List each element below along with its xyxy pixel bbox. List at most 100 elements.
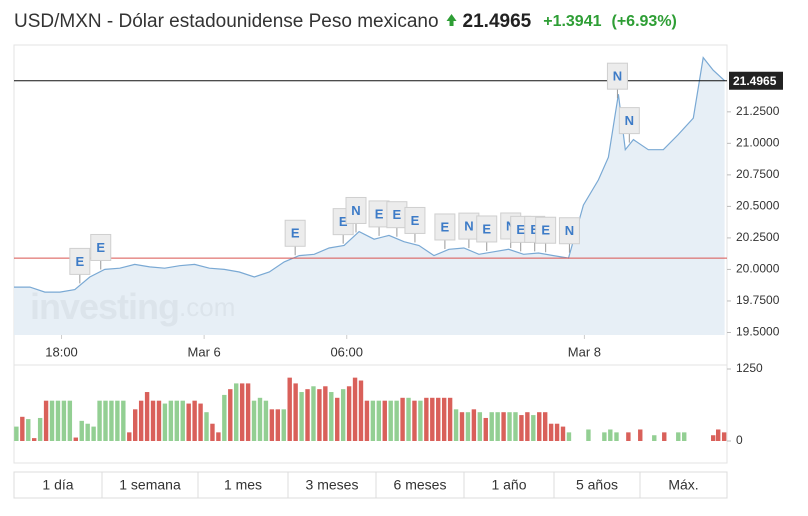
price: 21.4965 — [463, 11, 532, 32]
event-label: E — [291, 226, 300, 241]
volume-bar — [465, 412, 471, 441]
volume-bar — [531, 415, 536, 441]
volume-bar — [329, 392, 334, 441]
volume-bar — [144, 392, 150, 441]
event-label: N — [625, 113, 634, 128]
event-marker: E — [69, 247, 91, 284]
volume-bar — [682, 432, 687, 441]
range-button-label: 1 año — [491, 477, 526, 493]
volume-bar — [441, 397, 447, 441]
price-badge-label: 21.4965 — [733, 74, 777, 88]
volume-bar — [652, 435, 657, 441]
price-badge — [729, 71, 783, 90]
volume-bar — [358, 380, 364, 441]
range-button-label: 1 día — [42, 477, 73, 493]
event-label: E — [482, 221, 491, 236]
event-marker: E — [284, 219, 306, 256]
range-button-box — [375, 471, 465, 499]
range-button-label: Máx. — [668, 477, 698, 493]
event-label: E — [96, 240, 105, 255]
volume-bar — [156, 400, 162, 441]
range-button[interactable]: 3 meses — [287, 471, 377, 499]
volume-bar — [55, 400, 61, 441]
range-button[interactable]: 1 día — [13, 471, 103, 499]
volume-bar — [311, 386, 316, 441]
range-button-box — [197, 471, 289, 499]
range-button-label: 1 semana — [119, 477, 181, 493]
volume-bar — [109, 400, 114, 441]
range-button-box — [101, 471, 199, 499]
volume-bar — [127, 432, 132, 441]
volume-bar — [483, 417, 488, 441]
volume-bar — [305, 389, 310, 441]
event-box — [345, 196, 367, 224]
volume-bar — [412, 400, 417, 441]
volume-bar — [79, 420, 84, 441]
range-button[interactable]: 5 años — [553, 471, 641, 499]
volume-bar — [447, 397, 453, 441]
event-marker: N — [345, 196, 367, 233]
range-button[interactable]: 1 semana — [101, 471, 199, 499]
volume-bar — [37, 417, 43, 441]
event-label: N — [351, 203, 360, 218]
volume-bar — [216, 432, 221, 441]
y-tick-label: 20.2500 — [736, 230, 780, 244]
x-tick-label: 18:00 — [45, 344, 78, 359]
volume-bar — [626, 432, 631, 441]
event-box — [476, 215, 498, 243]
volume-bar — [61, 400, 67, 441]
area-fill — [14, 57, 725, 335]
volume-bar — [228, 389, 233, 441]
event-label: E — [441, 219, 450, 234]
event-label: E — [411, 213, 420, 228]
y-tick-label: 20.7500 — [736, 167, 780, 181]
volume-bar — [430, 397, 435, 441]
volume-bar — [335, 397, 340, 441]
range-button-label: 1 mes — [224, 477, 262, 493]
volume-bar — [150, 400, 156, 441]
range-button-box — [13, 471, 103, 499]
change-percent: (+6.93%) — [612, 13, 677, 30]
volume-bar — [287, 377, 292, 441]
volume-bar — [210, 423, 215, 441]
range-button[interactable]: Máx. — [639, 471, 728, 499]
volume-bar — [14, 426, 19, 441]
volume-bar — [542, 412, 548, 441]
event-marker: E — [434, 213, 456, 249]
volume-bar — [394, 400, 399, 441]
volume-bar — [340, 389, 346, 441]
y-tick-label: 19.5000 — [736, 325, 780, 339]
event-marker: E — [90, 233, 112, 270]
event-box — [606, 62, 628, 90]
event-label: N — [613, 69, 622, 84]
range-button[interactable]: 6 meses — [375, 471, 465, 499]
volume-bar — [537, 412, 542, 441]
volume-bar — [97, 400, 102, 441]
range-button[interactable]: 1 año — [463, 471, 555, 499]
volume-bar — [566, 432, 572, 441]
volume-bar — [85, 423, 90, 441]
volume-bar — [234, 383, 239, 441]
event-marker: N — [558, 217, 580, 253]
volume-bar — [91, 426, 96, 441]
event-label: E — [339, 214, 348, 229]
volume-bar — [477, 412, 483, 441]
volume-bar — [257, 397, 263, 441]
event-label: E — [375, 206, 384, 221]
event-label: E — [393, 207, 402, 222]
volume-bar — [418, 400, 423, 441]
volume-bar — [352, 377, 358, 441]
event-marker: E — [404, 206, 426, 243]
volume-bar — [115, 400, 120, 441]
volume-bar — [400, 397, 405, 441]
volume-bar — [73, 437, 78, 441]
volume-bar — [436, 397, 441, 441]
volume-bar — [103, 400, 108, 441]
event-marker: N — [618, 107, 640, 143]
event-box — [535, 216, 557, 244]
range-button-label: 5 años — [576, 477, 618, 493]
volume-bar — [364, 400, 370, 441]
range-button[interactable]: 1 mes — [197, 471, 289, 499]
range-button-box — [639, 471, 728, 499]
event-box — [558, 217, 580, 245]
